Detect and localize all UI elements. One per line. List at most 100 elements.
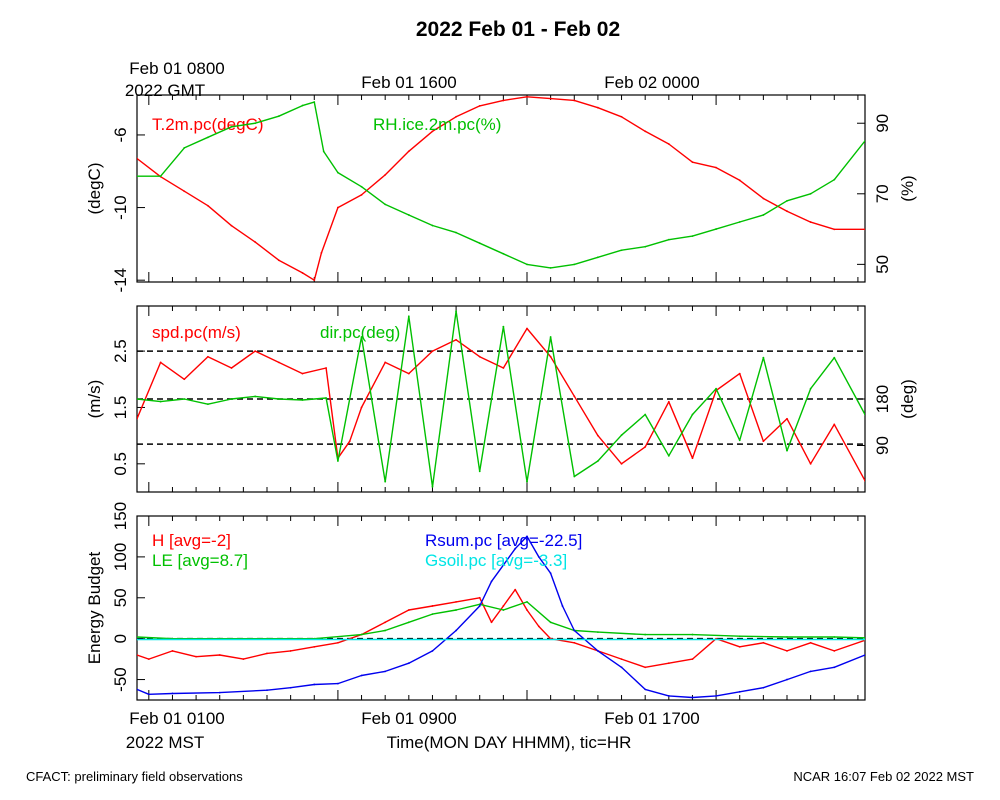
- data-point: [644, 633, 647, 636]
- data-point: [502, 367, 505, 369]
- series-line-h: [137, 588, 865, 668]
- data-point: [289, 650, 292, 652]
- data-point: [597, 256, 599, 259]
- data-point: [218, 691, 221, 694]
- data-point: [526, 327, 528, 330]
- data-point: [667, 662, 670, 665]
- data-point: [691, 658, 694, 661]
- data-point: [573, 629, 576, 632]
- data-point: [502, 605, 505, 607]
- data-point: [502, 564, 505, 566]
- data-point: [597, 631, 599, 634]
- data-point: [478, 470, 481, 473]
- data-point: [833, 228, 836, 231]
- data-point: [137, 417, 138, 420]
- data-point: [691, 696, 694, 699]
- data-point: [597, 460, 599, 462]
- gmt-label-1: Feb 01 1600: [361, 73, 456, 92]
- data-point: [230, 224, 233, 227]
- data-point: [502, 252, 505, 255]
- data-point: [833, 423, 836, 426]
- data-point: [514, 547, 517, 550]
- data-point: [455, 338, 457, 341]
- data-point: [514, 588, 517, 591]
- data-point: [809, 462, 812, 465]
- data-point: [407, 214, 410, 216]
- data-point: [337, 171, 339, 174]
- data-point: [360, 185, 363, 188]
- data-point: [738, 635, 741, 638]
- data-point: [537, 625, 540, 628]
- data-point: [738, 179, 741, 182]
- data-point: [183, 398, 186, 400]
- data-point: [809, 387, 812, 390]
- data-point: [809, 670, 812, 673]
- data-point: [384, 361, 387, 364]
- data-point: [277, 259, 280, 262]
- data-point: [207, 204, 209, 207]
- y-tick-label-left: 1.5: [111, 396, 130, 420]
- data-point: [147, 658, 150, 661]
- data-point: [159, 175, 162, 178]
- data-point: [691, 161, 694, 164]
- data-point: [455, 231, 457, 234]
- data-point: [667, 143, 670, 145]
- y-axis-label-left: (m/s): [85, 380, 104, 419]
- data-point: [207, 355, 209, 358]
- data-point: [277, 398, 280, 400]
- y-tick-label-left: -14: [111, 268, 130, 293]
- data-point: [573, 641, 576, 644]
- data-point: [490, 580, 493, 583]
- data-point: [786, 678, 788, 681]
- data-point: [561, 605, 564, 607]
- data-point: [549, 621, 552, 624]
- data-point: [620, 249, 623, 252]
- mst-start-date: Feb 01 0100: [129, 709, 224, 728]
- data-point: [478, 242, 481, 245]
- data-point: [620, 666, 623, 669]
- data-point: [573, 263, 576, 266]
- data-point: [809, 221, 812, 223]
- data-point: [502, 609, 505, 611]
- data-point: [715, 228, 717, 230]
- data-point: [526, 535, 528, 538]
- data-point: [691, 457, 694, 460]
- data-point: [171, 692, 174, 695]
- data-point: [266, 652, 268, 655]
- data-point: [864, 228, 865, 231]
- data-point: [762, 214, 765, 216]
- data-point: [738, 690, 741, 693]
- data-point: [762, 686, 765, 689]
- data-point: [313, 645, 316, 648]
- data-point: [667, 400, 670, 403]
- plot-frame: [136, 94, 866, 283]
- data-point: [833, 178, 836, 181]
- data-point: [526, 95, 528, 98]
- data-point: [337, 206, 339, 209]
- data-point: [325, 397, 327, 399]
- data-point: [320, 252, 323, 254]
- data-point: [644, 245, 647, 248]
- data-point: [667, 695, 670, 697]
- data-point: [864, 413, 865, 416]
- y-axis-label-right: (deg): [898, 379, 917, 419]
- data-point: [337, 460, 339, 462]
- data-point: [431, 613, 434, 616]
- data-point: [644, 413, 647, 416]
- data-point: [407, 372, 410, 375]
- data-point: [455, 115, 457, 118]
- data-point: [277, 115, 280, 118]
- data-point: [455, 310, 457, 313]
- data-point: [549, 572, 552, 575]
- data-point: [159, 400, 162, 403]
- data-point: [322, 150, 325, 153]
- data-point: [301, 372, 304, 375]
- data-point: [738, 221, 741, 223]
- mst-start-year: 2022 MST: [126, 733, 204, 752]
- data-point: [242, 658, 245, 661]
- y-tick-label-left: 100: [111, 543, 130, 571]
- data-point: [360, 406, 363, 409]
- y-tick-label-right: 70: [873, 184, 892, 203]
- data-point: [620, 658, 623, 661]
- gmt-start-date: Feb 01 0800: [129, 59, 224, 78]
